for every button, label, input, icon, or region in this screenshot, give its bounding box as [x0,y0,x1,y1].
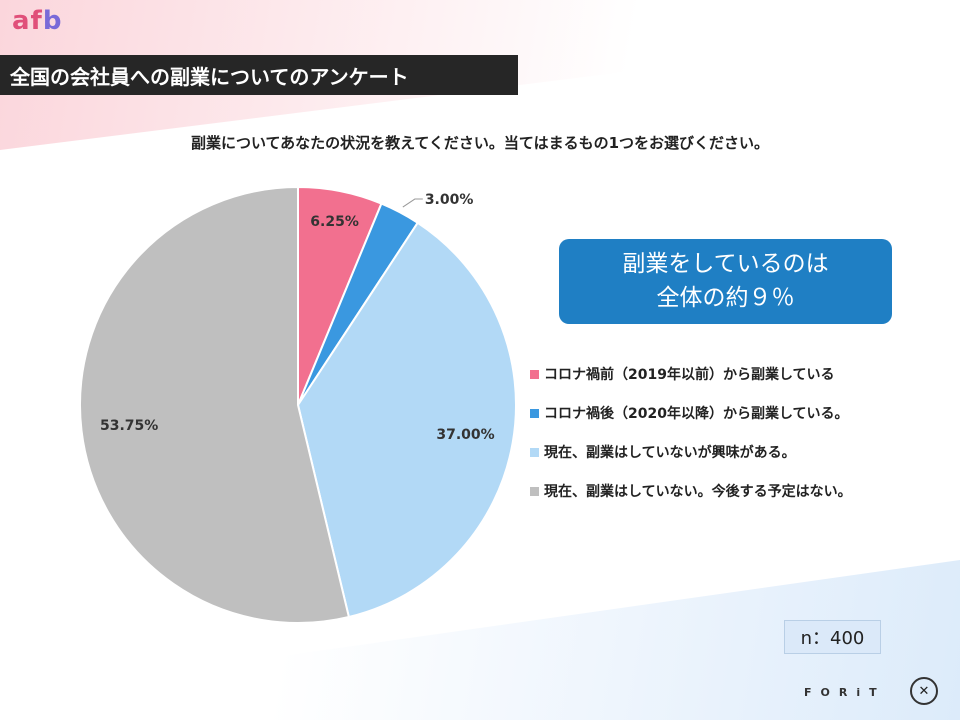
slice-data-label: 53.75% [100,418,158,434]
survey-question: 副業についてあなたの状況を教えてください。当てはまるもの1つをお選びください。 [190,134,770,152]
page-title: 全国の会社員への副業についてのアンケート [0,55,518,95]
slice-data-label: 3.00% [425,192,474,208]
sample-size: n：400 [800,628,865,649]
afb-logo: afb [12,6,63,36]
pie-slice [296,221,517,619]
legend-item: コロナ禍後（2020年以降）から副業している。 [530,403,852,423]
forit-logo: FORiT [804,686,886,699]
slice-data-label: 37.00% [436,427,494,443]
legend-swatch [530,408,539,418]
legend-swatch [530,369,539,379]
summary-callout: 副業をしているのは 全体の約９％ [559,239,892,324]
legend-item: コロナ禍前（2019年以前）から副業している [530,364,852,384]
slice-data-label: 6.25% [310,214,359,230]
legend-label: 現在、副業はしていないが興味がある。 [544,445,796,461]
legend-swatch [530,447,539,457]
callout-line2: 全体の約９％ [656,285,795,311]
legend-label: コロナ禍後（2020年以降）から副業している。 [544,406,849,422]
callout-line1: 副業をしているのは [622,251,829,277]
legend-item: 現在、副業はしていない。今後する予定はない。 [530,481,852,501]
page-title-text: 全国の会社員への副業についてのアンケート [10,64,409,89]
chart-legend: コロナ禍前（2019年以前）から副業している コロナ禍後（2020年以降）から副業… [530,364,852,520]
pie-slice [79,185,351,624]
legend-item: 現在、副業はしていないが興味がある。 [530,442,852,462]
forit-mark-icon: ✕ [910,677,938,705]
label-leader-line [402,198,423,208]
legend-label: 現在、副業はしていない。今後する予定はない。 [544,484,852,500]
legend-label: コロナ禍前（2019年以前）から副業している [544,367,835,383]
legend-swatch [530,486,539,496]
sample-size-box: n：400 [784,620,881,654]
